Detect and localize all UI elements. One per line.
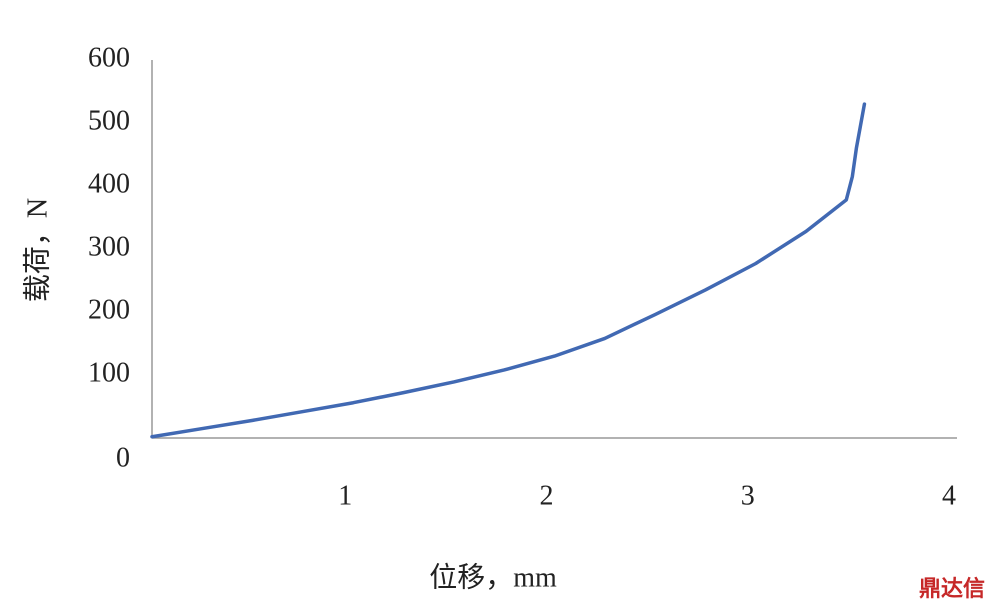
x-tick-label: 1 xyxy=(338,480,352,511)
x-tick-label: 2 xyxy=(540,480,554,511)
x-tick-label: 4 xyxy=(942,480,956,511)
y-tick-label: 500 xyxy=(88,105,130,136)
y-tick-label: 200 xyxy=(88,294,130,325)
y-tick-label: 0 xyxy=(116,442,130,473)
x-tick-label: 3 xyxy=(741,480,755,511)
y-axis-label: 载荷，N xyxy=(21,198,53,302)
y-tick-label: 100 xyxy=(88,357,130,388)
x-axis-label: 位移，mm xyxy=(429,561,557,593)
watermark: 鼎达信 xyxy=(919,576,985,602)
y-tick-label: 400 xyxy=(88,168,130,199)
y-tick-label: 600 xyxy=(88,42,130,73)
y-tick-label: 300 xyxy=(88,231,130,262)
data-line xyxy=(150,102,867,439)
